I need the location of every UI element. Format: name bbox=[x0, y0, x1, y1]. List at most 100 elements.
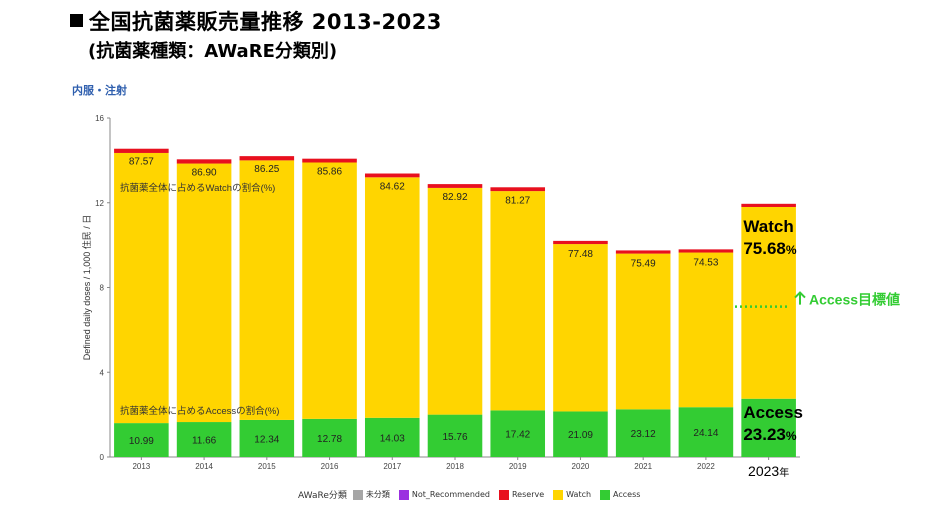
legend-swatch-unclassified bbox=[352, 489, 363, 500]
x-tick-label-2021: 2021 bbox=[634, 462, 652, 471]
legend-swatch-access bbox=[600, 489, 611, 500]
access-pct-label-2017: 14.03 bbox=[380, 433, 405, 444]
last-year-label: 2023年 bbox=[748, 463, 789, 479]
bar-segment-reserve-2019 bbox=[490, 187, 546, 192]
x-tick-label-2019: 2019 bbox=[509, 462, 527, 471]
bar-segment-access-2018 bbox=[427, 414, 483, 457]
x-tick-label-2013: 2013 bbox=[132, 462, 150, 471]
chart-title: 全国抗菌薬販売量推移 2013-2023 bbox=[70, 6, 442, 36]
legend-item-unclassified: 未分類 bbox=[352, 489, 390, 500]
watch-pct-label-2019: 81.27 bbox=[505, 195, 530, 206]
bar-segment-access-2015 bbox=[239, 419, 295, 457]
access-target-label: Access目標値 bbox=[809, 292, 900, 308]
legend-item-reserve: Reserve bbox=[498, 489, 545, 500]
chart-subtitle: (抗菌薬種類：AWaRE分類別) bbox=[88, 41, 338, 62]
bar-segment-reserve-2020 bbox=[553, 240, 608, 245]
access-pct-label-2021: 23.12 bbox=[631, 429, 656, 440]
legend-swatch-watch bbox=[553, 489, 564, 500]
watch-callout-value: 75.68% bbox=[743, 239, 797, 258]
legend-item-access: Access bbox=[600, 489, 641, 500]
bar-segment-watch-2019 bbox=[490, 191, 546, 411]
y-tick-label: 4 bbox=[100, 368, 105, 377]
x-tick-label-2020: 2020 bbox=[572, 462, 590, 471]
bar-segment-access-2020 bbox=[553, 411, 608, 457]
bar-segment-watch-2015 bbox=[239, 160, 295, 420]
legend-label-reserve: Reserve bbox=[511, 490, 545, 499]
legend-title: AWaRe分類 bbox=[298, 491, 347, 501]
bar-segment-watch-2013 bbox=[114, 152, 169, 424]
access-pct-label-2014: 11.66 bbox=[192, 436, 217, 447]
watch-pct-label-2015: 86.25 bbox=[254, 164, 279, 175]
watch-pct-label-2013: 87.57 bbox=[129, 157, 154, 168]
y-tick-label: 16 bbox=[95, 114, 104, 123]
watch-pct-label-2014: 86.90 bbox=[192, 167, 217, 178]
bar-segment-access-2021 bbox=[615, 409, 671, 457]
bar-segment-access-2019 bbox=[490, 410, 546, 457]
bar-segment-access-2016 bbox=[302, 418, 357, 457]
chart-title-text: 全国抗菌薬販売量推移 2013-2023 bbox=[89, 10, 442, 34]
title-bullet-icon bbox=[70, 14, 83, 27]
legend-label-watch: Watch bbox=[566, 490, 592, 499]
access-pct-label-2013: 10.99 bbox=[129, 436, 154, 447]
route-label: 内服・注射 bbox=[72, 84, 127, 97]
legend-label-access: Access bbox=[613, 490, 641, 499]
x-tick-label-2014: 2014 bbox=[195, 462, 213, 471]
bar-segment-reserve-2022 bbox=[678, 249, 734, 253]
y-tick-label: 0 bbox=[100, 453, 105, 462]
bar-segment-watch-2016 bbox=[302, 162, 357, 419]
access-pct-label-2019: 17.42 bbox=[505, 430, 530, 441]
legend-item-watch: Watch bbox=[553, 489, 592, 500]
access-share-note: 抗菌薬全体に占めるAccessの割合(%) bbox=[120, 405, 279, 417]
access-callout-value: 23.23% bbox=[743, 425, 797, 444]
bar-segment-reserve-2023 bbox=[741, 203, 796, 207]
bar-segment-watch-2021 bbox=[615, 253, 671, 410]
bar-segment-access-2014 bbox=[176, 422, 232, 457]
up-arrow-icon bbox=[794, 291, 806, 305]
bar-segment-watch-2018 bbox=[427, 187, 483, 415]
bar-segment-reserve-2014 bbox=[176, 159, 232, 164]
access-pct-label-2016: 12.78 bbox=[317, 434, 342, 445]
access-pct-label-2018: 15.76 bbox=[442, 432, 467, 443]
bar-segment-reserve-2013 bbox=[114, 148, 169, 153]
watch-pct-label-2016: 85.86 bbox=[317, 167, 342, 178]
watch-pct-label-2022: 74.53 bbox=[693, 257, 718, 268]
y-tick-label: 12 bbox=[95, 199, 104, 208]
bar-segment-watch-2022 bbox=[678, 252, 734, 408]
watch-share-note: 抗菌薬全体に占めるWatchの割合(%) bbox=[120, 182, 275, 194]
access-pct-label-2020: 21.09 bbox=[568, 430, 593, 441]
bar-segment-watch-2014 bbox=[176, 163, 232, 423]
watch-callout-name: Watch bbox=[743, 217, 793, 236]
bar-segment-watch-2023 bbox=[741, 206, 796, 399]
legend-label-unclassified: 未分類 bbox=[365, 490, 390, 499]
bar-segment-access-2013 bbox=[114, 423, 169, 457]
x-tick-label-2022: 2022 bbox=[697, 462, 715, 471]
legend-swatch-not-recommended bbox=[398, 489, 409, 500]
x-tick-label-2016: 2016 bbox=[321, 462, 339, 471]
watch-pct-label-2020: 77.48 bbox=[568, 249, 593, 260]
watch-pct-label-2021: 75.49 bbox=[631, 258, 656, 269]
x-tick-label-2018: 2018 bbox=[446, 462, 464, 471]
access-pct-label-2015: 12.34 bbox=[254, 434, 279, 445]
legend-label-not-recommended: Not_Recommended bbox=[411, 490, 490, 499]
bar-segment-reserve-2021 bbox=[615, 250, 671, 254]
bar-segment-watch-2017 bbox=[364, 177, 420, 418]
legend-swatch-reserve bbox=[498, 489, 509, 500]
legend: AWaRe分類 未分類 Not_Recommended Reserve Watc… bbox=[298, 488, 649, 501]
access-callout-name: Access bbox=[743, 403, 803, 422]
y-axis-title: Defined daily doses / 1,000 住民 / 日 bbox=[81, 215, 92, 361]
watch-pct-label-2018: 82.92 bbox=[442, 192, 467, 203]
access-pct-label-2022: 24.14 bbox=[693, 428, 718, 439]
x-tick-label-2015: 2015 bbox=[258, 462, 276, 471]
bar-segment-access-2022 bbox=[678, 407, 734, 457]
bar-segment-watch-2020 bbox=[553, 244, 608, 412]
bar-segment-reserve-2017 bbox=[364, 173, 420, 178]
watch-pct-label-2017: 84.62 bbox=[380, 182, 405, 193]
bar-segment-reserve-2018 bbox=[427, 184, 483, 188]
bar-segment-reserve-2015 bbox=[239, 156, 295, 161]
y-tick-label: 8 bbox=[100, 284, 105, 293]
bar-segment-access-2023 bbox=[741, 398, 796, 457]
bar-segment-access-2017 bbox=[364, 417, 420, 457]
bar-segment-reserve-2016 bbox=[302, 158, 357, 163]
x-tick-label-2017: 2017 bbox=[383, 462, 401, 471]
